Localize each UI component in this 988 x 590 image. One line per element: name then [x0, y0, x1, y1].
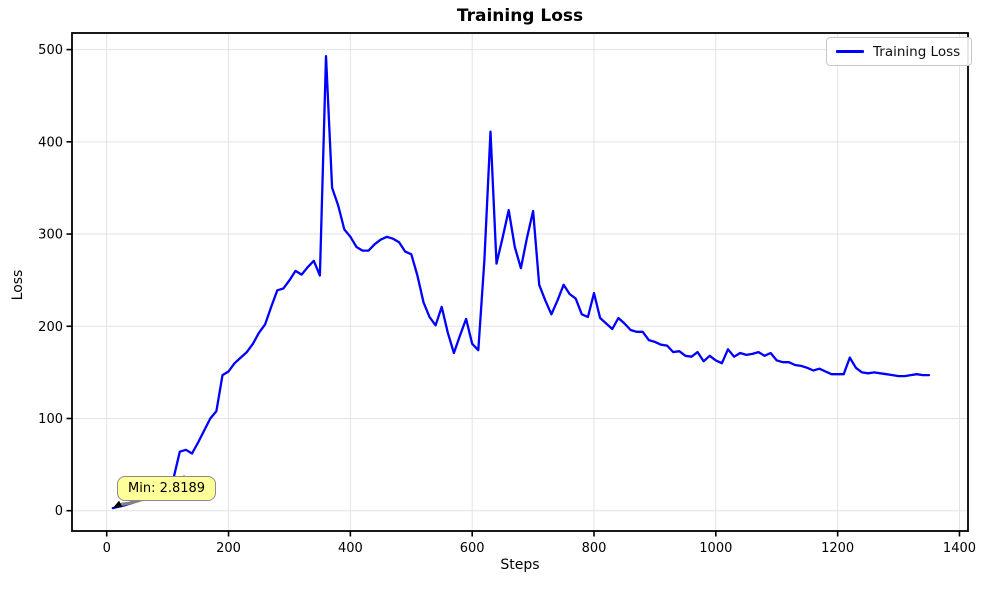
plot-border: [71, 32, 969, 532]
min-annotation: Min: 2.8189: [117, 476, 217, 501]
training-loss-line: [111, 54, 931, 510]
legend-label: Training Loss: [873, 43, 961, 60]
legend: Training Loss: [826, 37, 973, 66]
x-tick-label: 1200: [821, 541, 854, 556]
chart-title: Training Loss: [456, 6, 584, 26]
annotation-arrowhead: [112, 500, 123, 509]
y-tick-label: 100: [38, 412, 63, 427]
x-tick-label: 1000: [699, 541, 732, 556]
x-tick-label: 400: [338, 541, 363, 556]
x-axis-label: Steps: [500, 557, 540, 573]
x-tick-label: 800: [582, 541, 607, 556]
x-tick-label: 1400: [943, 541, 976, 556]
y-tick-label: 0: [55, 504, 63, 519]
y-axis-label: Loss: [10, 269, 26, 301]
x-tick-label: 200: [216, 541, 241, 556]
y-tick-label: 500: [38, 43, 63, 58]
y-tick-label: 400: [38, 135, 63, 150]
y-tick-label: 300: [38, 228, 63, 243]
y-tick-label: 200: [38, 320, 63, 335]
x-tick-label: 0: [103, 541, 111, 556]
legend-line-sample: [836, 50, 864, 53]
x-tick-label: 600: [460, 541, 485, 556]
